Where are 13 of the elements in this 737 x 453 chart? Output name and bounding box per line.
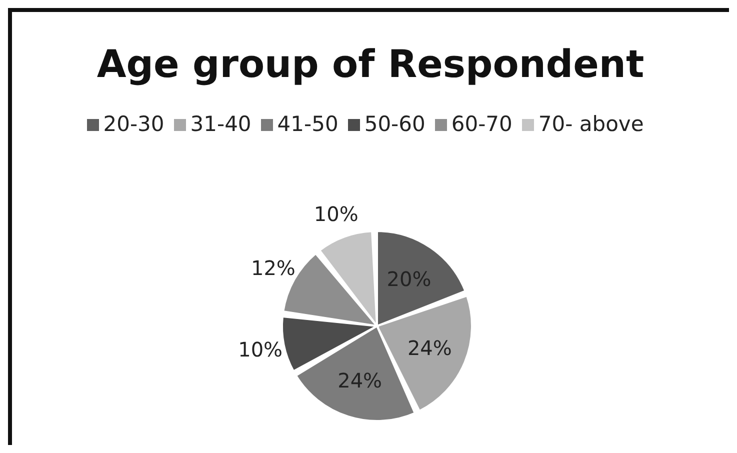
chart-title: Age group of Respondent (96, 42, 646, 86)
data-label: 20% (386, 266, 432, 291)
legend-label: 50-60 (364, 112, 426, 136)
legend-label: 70- above (538, 112, 644, 136)
legend-label: 20-30 (103, 112, 164, 136)
legend-label: 41-50 (277, 112, 338, 136)
data-label: 24% (338, 368, 382, 392)
data-label: 12% (250, 256, 296, 280)
data-label: 10% (314, 202, 358, 226)
data-label: 10% (238, 337, 283, 362)
legend-label: 31-40 (190, 112, 252, 136)
legend-label: 60-70 (451, 112, 512, 136)
data-label: 24% (407, 336, 452, 360)
